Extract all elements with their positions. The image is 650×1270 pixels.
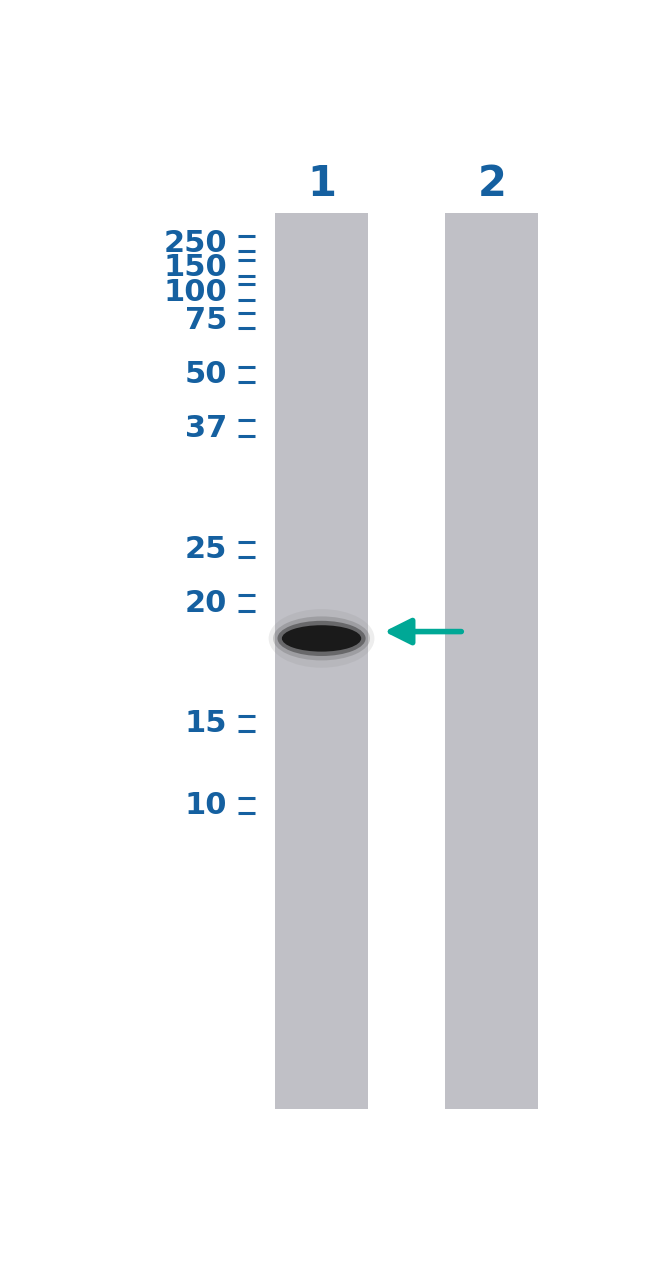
Text: 50: 50 [185, 359, 228, 389]
Text: 25: 25 [185, 535, 227, 564]
Text: 150: 150 [164, 253, 228, 282]
Text: 100: 100 [164, 278, 228, 307]
Bar [445, 213, 538, 1109]
Ellipse shape [268, 610, 374, 668]
Text: 15: 15 [185, 709, 228, 738]
Ellipse shape [273, 616, 370, 660]
Ellipse shape [278, 621, 365, 657]
Text: 20: 20 [185, 589, 227, 617]
Text: 37: 37 [185, 414, 227, 443]
Text: 2: 2 [477, 163, 506, 204]
Bar [275, 213, 368, 1109]
Text: 1: 1 [307, 163, 336, 204]
Text: 250: 250 [164, 229, 228, 258]
Text: 10: 10 [185, 791, 228, 820]
Text: 75: 75 [185, 306, 227, 335]
Ellipse shape [282, 625, 361, 652]
